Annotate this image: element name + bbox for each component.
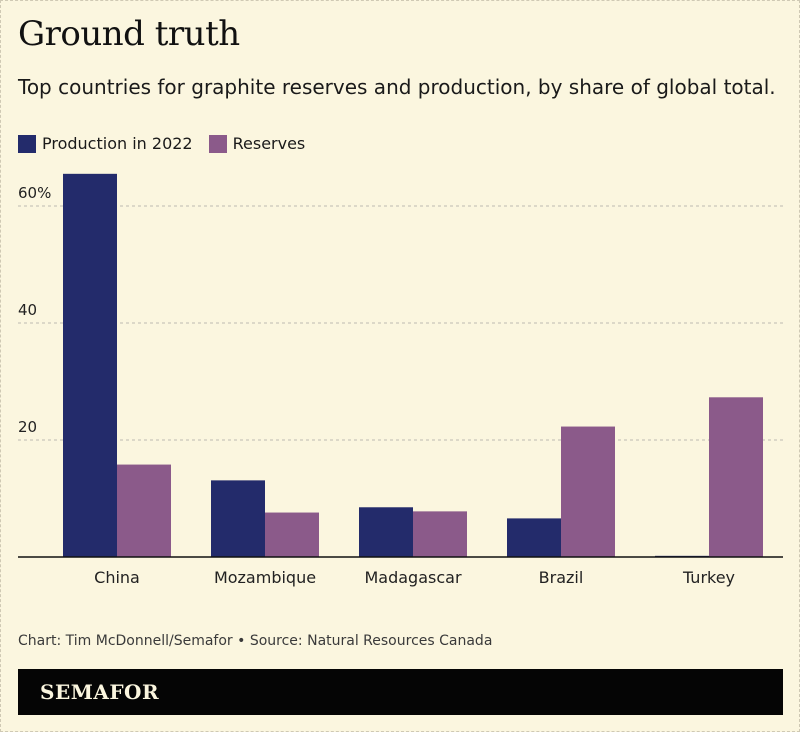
bar-brazil-production	[507, 518, 561, 557]
legend-item-production: Production in 2022	[18, 134, 193, 153]
brand-logo: SEMAFOR	[40, 680, 160, 704]
legend-label-production: Production in 2022	[42, 134, 193, 153]
x-tick-label-mozambique: Mozambique	[214, 568, 316, 587]
bar-china-reserves	[117, 464, 171, 557]
brand-bar: SEMAFOR	[18, 669, 783, 715]
x-tick-label-china: China	[94, 568, 140, 587]
bar-brazil-reserves	[561, 426, 615, 557]
bar-madagascar-production	[359, 507, 413, 557]
x-tick-label-madagascar: Madagascar	[364, 568, 461, 587]
chart-title: Ground truth	[18, 14, 240, 54]
chart-credit: Chart: Tim McDonnell/Semafor • Source: N…	[18, 633, 493, 649]
bar-madagascar-reserves	[413, 511, 467, 557]
x-tick-label-turkey: Turkey	[682, 568, 735, 587]
legend: Production in 2022 Reserves	[18, 134, 321, 153]
bar-turkey-reserves	[709, 397, 763, 557]
y-tick-label-20: 20	[18, 418, 37, 436]
legend-swatch-production	[18, 134, 36, 153]
legend-label-reserves: Reserves	[232, 134, 306, 153]
y-tick-label-40: 40	[18, 301, 37, 319]
y-tick-label-60: 60%	[18, 184, 51, 202]
x-tick-label-brazil: Brazil	[539, 568, 584, 587]
legend-item-reserves: Reserves	[208, 134, 306, 153]
chart-subtitle: Top countries for graphite reserves and …	[18, 75, 776, 99]
bar-mozambique-reserves	[265, 512, 319, 557]
legend-swatch-reserves	[208, 134, 227, 153]
bar-mozambique-production	[211, 480, 265, 557]
bar-china-production	[63, 173, 117, 557]
bar-chart: 20 40 60% China Mozambique Madagascar Brazil Tu…	[18, 173, 783, 587]
